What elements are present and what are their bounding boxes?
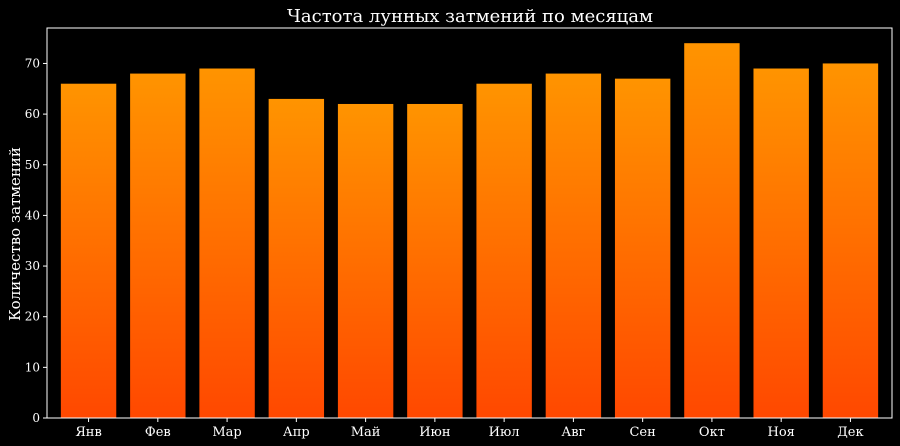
- bar-11: [753, 68, 809, 419]
- y-axis: 0 10 20 30 40 50 60 70: [25, 56, 47, 425]
- bar-3: [199, 68, 255, 419]
- y-tick-label: 70: [25, 56, 40, 70]
- bar-10: [684, 43, 740, 418]
- x-tick-label: Авг: [561, 425, 585, 440]
- x-tick-label: Сен: [629, 425, 655, 440]
- x-tick-label: Ноя: [767, 425, 794, 440]
- x-tick-label: Июн: [419, 425, 450, 440]
- y-tick-label: 20: [25, 310, 40, 324]
- bar-1: [60, 83, 117, 419]
- bar-8: [545, 73, 602, 418]
- bar-9: [614, 78, 671, 419]
- y-tick-label: 10: [25, 360, 40, 374]
- x-tick-label: Мар: [212, 425, 241, 440]
- plot-frame: [46, 27, 893, 419]
- y-tick-label: 0: [32, 411, 40, 425]
- x-tick-label: Окт: [699, 425, 725, 440]
- x-tick-label: Фев: [145, 425, 171, 440]
- bar-2: [130, 73, 186, 418]
- bar-12: [822, 63, 879, 418]
- bar-7: [476, 83, 532, 419]
- x-tick-label: Май: [351, 425, 381, 440]
- y-tick-label: 30: [25, 259, 40, 273]
- x-axis: Янв Фев Мар Апр Май Июн Июл Авг Сен Окт Ноя Дек: [75, 418, 864, 440]
- chart-title: Частота лунных затмений по месяцам: [287, 6, 653, 27]
- x-tick-label: Апр: [283, 425, 310, 440]
- y-tick-label: 50: [25, 158, 40, 172]
- bars-group: [60, 43, 879, 419]
- y-axis-label: Количество затмений: [6, 147, 24, 321]
- bar-4: [268, 98, 325, 418]
- x-tick-label: Дек: [837, 425, 863, 440]
- bar-5: [337, 103, 394, 418]
- x-tick-label: Июл: [489, 425, 520, 440]
- y-tick-label: 60: [25, 107, 40, 121]
- bar-6: [407, 103, 463, 418]
- x-tick-label: Янв: [75, 425, 101, 440]
- y-tick-label: 40: [25, 208, 40, 222]
